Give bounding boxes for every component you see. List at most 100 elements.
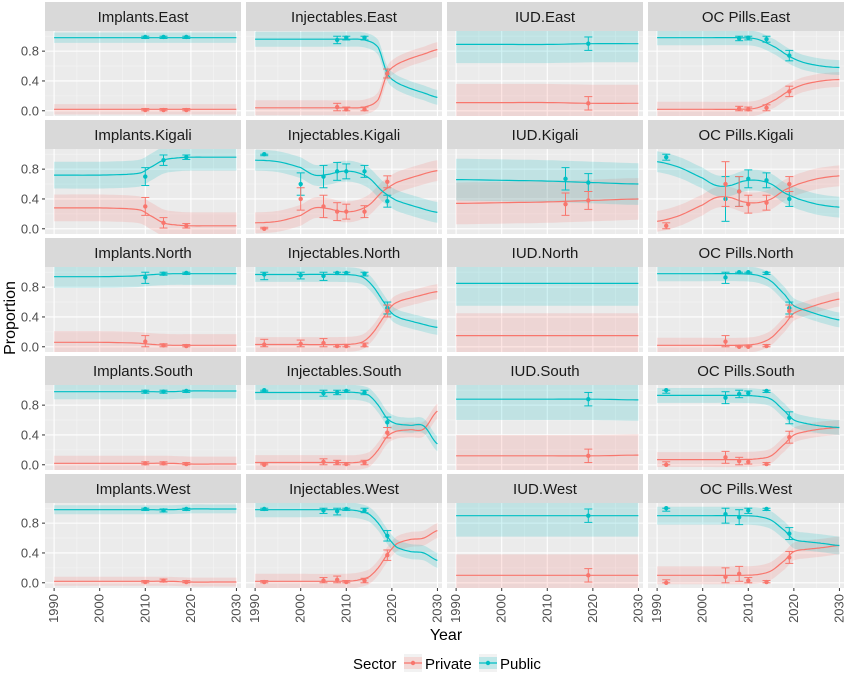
- panel-background: [45, 31, 241, 116]
- public-observed-point: [161, 271, 166, 276]
- y-tick-label: 0.8: [21, 44, 39, 59]
- private-observed-point: [746, 578, 751, 583]
- private-observed-point: [723, 455, 728, 460]
- panel-data: [54, 504, 237, 587]
- private-observed-point: [787, 434, 792, 440]
- private-ci-band: [657, 420, 840, 468]
- panel-strip: [648, 238, 844, 267]
- panel-background: [246, 149, 442, 234]
- panel-strip-label: Injectables.Kigali: [288, 127, 401, 144]
- private-observed-point: [746, 344, 751, 349]
- panel-12: Implants.South: [45, 356, 241, 470]
- public-trend-line: [657, 273, 840, 321]
- x-tick-label: 2030: [228, 594, 243, 623]
- public-observed-point: [344, 169, 349, 174]
- panel-data: [255, 149, 438, 234]
- private-observed-point: [344, 461, 349, 467]
- private-ci-band: [657, 536, 840, 585]
- panel-18: IUD.West: [447, 474, 643, 588]
- y-tick-label: 0.0: [21, 339, 39, 354]
- private-observed-point: [764, 343, 769, 349]
- private-observed-point: [764, 105, 769, 110]
- public-ci-band: [255, 31, 438, 105]
- x-tick-label: 2030: [831, 594, 846, 623]
- public-observed-point: [746, 270, 751, 275]
- private-ci-band: [657, 72, 840, 116]
- private-observed-point: [787, 308, 792, 314]
- panel-2: IUD.East: [447, 2, 643, 116]
- public-observed-point: [143, 275, 148, 280]
- public-observed-point: [334, 37, 340, 43]
- private-observed-point: [184, 579, 189, 585]
- private-observed-point: [736, 571, 742, 577]
- y-tick-label: 0.8: [21, 162, 39, 177]
- public-observed-point: [184, 506, 189, 512]
- public-trend-line: [54, 508, 237, 511]
- legend-item-label: Private: [425, 656, 472, 673]
- panel-strip-label: OC Pills.South: [697, 363, 795, 380]
- public-observed-point: [586, 41, 591, 46]
- panel-0: Implants.East: [45, 2, 241, 116]
- private-trend-line: [657, 426, 840, 461]
- public-observed-point: [262, 152, 267, 157]
- public-ci-band: [657, 387, 840, 435]
- private-trend-line: [255, 170, 438, 224]
- public-observed-point: [161, 157, 166, 163]
- private-observed-point: [184, 107, 189, 113]
- public-observed-point: [736, 514, 742, 520]
- panel-background: [45, 503, 241, 588]
- public-trend-line: [255, 159, 438, 213]
- panel-6: IUD.Kigali: [447, 120, 643, 234]
- y-tick-label: 0.4: [21, 309, 39, 324]
- panel-strip: [246, 120, 442, 149]
- private-observed-point: [143, 579, 148, 585]
- private-trend-line: [456, 198, 639, 204]
- panel-background: [447, 149, 643, 234]
- panel-17: Injectables.West: [246, 474, 442, 588]
- private-observed-point: [143, 204, 148, 209]
- x-tick-label: 2030: [429, 594, 444, 623]
- panel-strip-label: IUD.Kigali: [512, 127, 579, 144]
- panel-strip: [246, 356, 442, 385]
- y-tick-label: 0.4: [21, 191, 39, 206]
- y-tick-label: 0.0: [21, 103, 39, 118]
- panel-strip: [246, 238, 442, 267]
- panel-background: [45, 385, 241, 470]
- private-observed-point: [262, 462, 267, 467]
- public-ci-band: [456, 503, 639, 537]
- panel-background: [45, 267, 241, 352]
- public-observed-point: [143, 174, 148, 179]
- private-observed-point: [362, 460, 367, 465]
- panel-background: [648, 31, 844, 116]
- private-observed-point: [385, 308, 390, 314]
- public-observed-point: [143, 34, 148, 40]
- panel-15: OC Pills.South: [648, 356, 844, 470]
- private-observed-point: [321, 204, 326, 209]
- private-ci-band: [657, 291, 840, 352]
- legend-item-public: Public: [479, 654, 541, 673]
- x-tick-label: 1990: [649, 594, 664, 623]
- public-observed-point: [334, 169, 340, 174]
- y-tick-label: 0.4: [21, 73, 39, 88]
- panel-4: Implants.Kigali: [45, 120, 241, 234]
- private-ci-band: [456, 178, 639, 225]
- private-observed-point: [143, 339, 148, 344]
- public-observed-point: [723, 511, 728, 517]
- panel-data: [456, 267, 639, 352]
- private-observed-point: [262, 226, 267, 231]
- panel-data: [657, 151, 840, 232]
- private-trend-line: [456, 454, 639, 457]
- x-tick-label: 1990: [448, 594, 463, 623]
- panel-strip-label: IUD.West: [513, 481, 578, 498]
- y-tick-label: 0.4: [21, 427, 39, 442]
- panel-strip: [648, 356, 844, 385]
- panel-strip: [246, 474, 442, 503]
- panel-strip: [648, 2, 844, 31]
- x-tick-label: 2010: [539, 594, 554, 623]
- private-observed-point: [161, 461, 166, 466]
- public-trend-line: [657, 394, 840, 429]
- panel-data: [255, 503, 438, 588]
- panel-background: [648, 385, 844, 470]
- public-observed-point: [334, 509, 340, 514]
- public-observed-point: [184, 34, 189, 40]
